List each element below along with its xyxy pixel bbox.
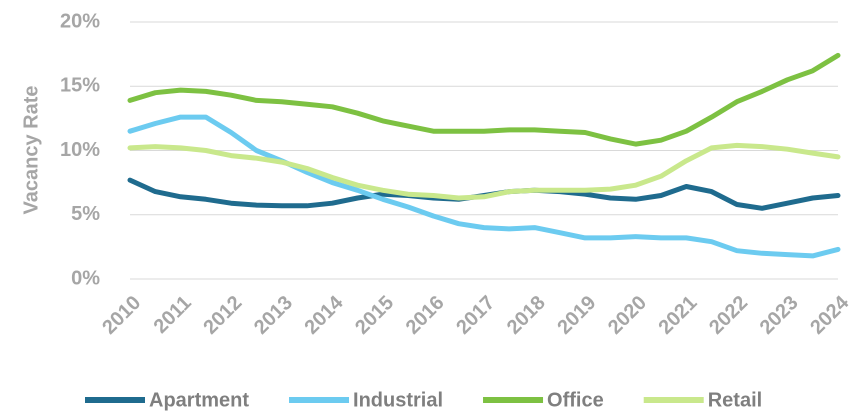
- y-axis-label: Vacancy Rate: [20, 86, 42, 215]
- x-tick-label: 2014: [301, 291, 349, 339]
- x-tick-label: 2011: [150, 292, 196, 338]
- legend-label: Retail: [708, 389, 762, 411]
- y-tick-label: 10%: [60, 139, 100, 161]
- series-line: [127, 177, 841, 211]
- legend-label: Industrial: [353, 389, 443, 411]
- x-tick-label: 2015: [351, 292, 398, 339]
- x-tick-label: 2018: [503, 292, 550, 339]
- x-tick-label: 2012: [199, 292, 246, 339]
- x-tick-label: 2021: [655, 292, 702, 339]
- y-tick-label: 0%: [71, 267, 100, 289]
- series-line: [127, 114, 841, 259]
- x-tick-label: 2022: [705, 292, 752, 339]
- x-tick-label: 2023: [756, 292, 803, 339]
- x-tick-label: 2016: [402, 292, 449, 339]
- x-tick-label: 2019: [553, 292, 600, 339]
- series-line: [127, 142, 841, 201]
- legend: Apartment Industrial Office Retail: [85, 389, 762, 411]
- x-tick-label: 2020: [604, 292, 651, 339]
- y-tick-label: 5%: [71, 203, 100, 225]
- x-tick-label: 2024: [806, 291, 854, 339]
- y-tick-label: 15%: [60, 75, 100, 97]
- y-tick-label: 20%: [60, 10, 100, 32]
- legend-label: Apartment: [149, 389, 249, 411]
- x-tick-label: 2017: [452, 292, 499, 339]
- legend-label: Office: [547, 389, 604, 411]
- x-tick-label: 2010: [98, 292, 145, 339]
- series-line: [127, 52, 841, 147]
- x-tick-label: 2013: [250, 292, 297, 339]
